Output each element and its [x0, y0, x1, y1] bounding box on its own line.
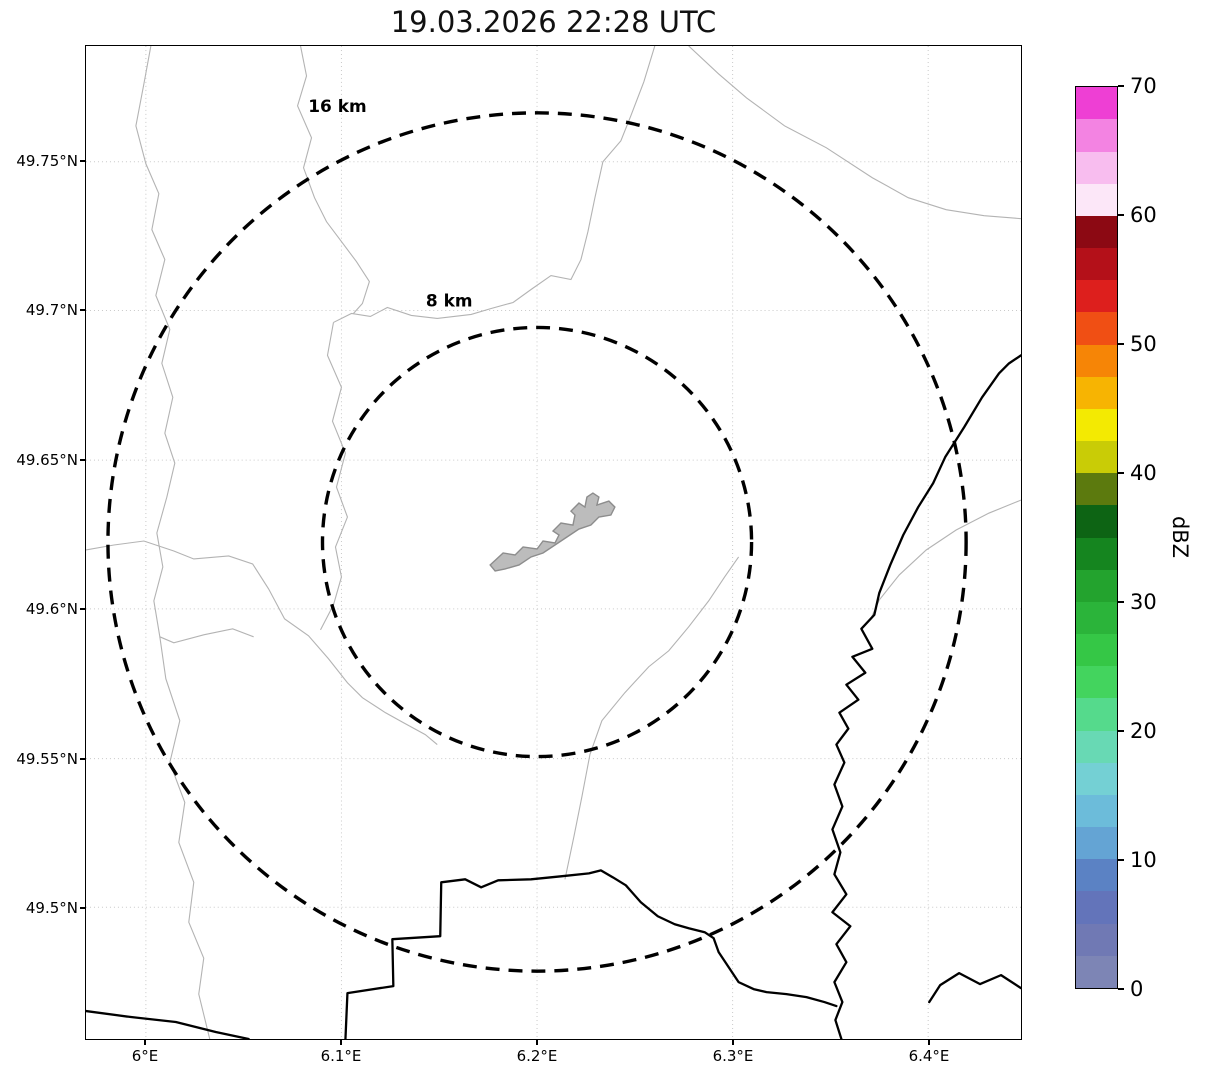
x-tick-label: 6.4°E [908, 1047, 950, 1065]
x-tick-mark [144, 1040, 146, 1045]
colorbar-segment [1076, 601, 1117, 635]
colorbar-segment [1076, 923, 1117, 956]
x-tick-mark [732, 1040, 734, 1045]
colorbar-segment [1076, 666, 1117, 699]
y-tick-mark [80, 160, 85, 162]
colorbar-tick-mark [1118, 214, 1124, 216]
colorbar-segment [1076, 280, 1117, 313]
colorbar-tick-mark [1118, 601, 1124, 603]
colorbar-segment [1076, 151, 1117, 184]
river-line [159, 636, 211, 1039]
country-border [86, 1009, 250, 1039]
river-line [296, 46, 370, 314]
colorbar-segment [1076, 408, 1117, 442]
y-tick-mark [80, 907, 85, 909]
y-tick-mark [80, 309, 85, 311]
colorbar-segment [1076, 762, 1117, 795]
colorbar-tick-mark [1118, 859, 1124, 861]
river-line [333, 46, 656, 323]
colorbar-tick-label: 0 [1130, 977, 1144, 1001]
y-tick-label: 49.6°N [25, 600, 78, 618]
radar-map: 16 km 8 km [86, 46, 1021, 1039]
colorbar-label: dBZ [1168, 515, 1192, 559]
x-tick-mark [928, 1040, 930, 1045]
colorbar-segment [1076, 891, 1117, 924]
colorbar-tick-mark [1118, 343, 1124, 345]
x-tick-label: 6.2°E [516, 1047, 558, 1065]
range-ring [106, 111, 968, 973]
colorbar-segment [1076, 376, 1117, 409]
colorbar-tick-label: 40 [1130, 461, 1157, 485]
y-tick-label: 49.7°N [25, 301, 78, 319]
colorbar-segment [1076, 473, 1117, 506]
colorbar-segment [1076, 183, 1117, 216]
y-tick-mark [80, 758, 85, 760]
colorbar-tick-mark [1118, 85, 1124, 87]
colorbar-segment [1076, 87, 1117, 120]
y-tick-mark [80, 459, 85, 461]
y-tick-label: 49.75°N [16, 152, 78, 170]
y-tick-mark [80, 608, 85, 610]
colorbar-segment [1076, 505, 1117, 538]
colorbar-tick-label: 30 [1130, 590, 1157, 614]
river-line [688, 46, 1021, 220]
country-border [831, 354, 1021, 1039]
river-line [135, 46, 254, 644]
x-tick-mark [536, 1040, 538, 1045]
colorbar-tick-label: 60 [1130, 203, 1157, 227]
colorbar [1075, 86, 1118, 989]
colorbar-segment [1076, 312, 1117, 345]
colorbar-tick-label: 50 [1130, 332, 1157, 356]
colorbar-segment [1076, 827, 1117, 860]
colorbar-segment [1076, 119, 1117, 152]
colorbar-segment [1076, 730, 1117, 763]
river-line [320, 322, 349, 631]
river-line [564, 556, 740, 880]
colorbar-segment [1076, 537, 1117, 570]
colorbar-segment [1076, 794, 1117, 828]
range-ring-label: 16 km [308, 96, 366, 116]
colorbar-segment [1076, 248, 1117, 281]
y-tick-label: 49.65°N [16, 451, 78, 469]
colorbar-tick-mark [1118, 988, 1124, 990]
colorbar-segment [1076, 634, 1117, 667]
colorbar-tick-label: 20 [1130, 719, 1157, 743]
x-tick-label: 6°E [131, 1047, 159, 1065]
colorbar-segment [1076, 215, 1117, 249]
colorbar-tick-mark [1118, 730, 1124, 732]
colorbar-segment [1076, 569, 1117, 602]
airport-outline [489, 492, 616, 572]
river-line [86, 540, 438, 746]
map-axes: 16 km 8 km [85, 45, 1022, 1040]
figure-title: 19.03.2026 22:28 UTC [390, 5, 717, 39]
y-tick-label: 49.55°N [16, 750, 78, 768]
range-ring-label: 8 km [426, 290, 473, 310]
colorbar-segment [1076, 698, 1117, 731]
colorbar-segment [1076, 955, 1117, 988]
river-line [869, 499, 1021, 621]
colorbar-segment [1076, 859, 1117, 892]
country-border [344, 869, 838, 1039]
y-tick-label: 49.5°N [25, 899, 78, 917]
colorbar-tick-label: 70 [1130, 74, 1157, 98]
x-tick-mark [340, 1040, 342, 1045]
colorbar-tick-label: 10 [1130, 848, 1157, 872]
country-border [928, 971, 1021, 1004]
colorbar-tick-mark [1118, 472, 1124, 474]
x-tick-label: 6.1°E [320, 1047, 362, 1065]
colorbar-segment [1076, 344, 1117, 377]
colorbar-segment [1076, 441, 1117, 474]
x-tick-label: 6.3°E [712, 1047, 754, 1065]
